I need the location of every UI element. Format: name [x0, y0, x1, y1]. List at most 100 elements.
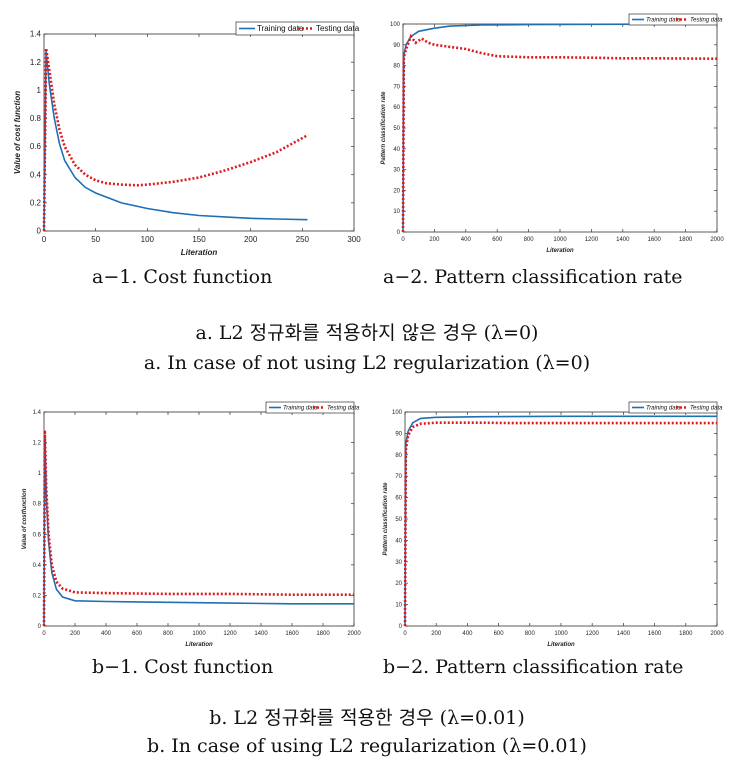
x-tick-label: 200 — [70, 631, 81, 637]
y-tick-label: 1.2 — [30, 58, 42, 67]
x-tick-label: 600 — [494, 631, 505, 637]
x-tick-label: 50 — [91, 235, 100, 244]
x-tick-label: 1400 — [616, 237, 630, 243]
subcaption-b2: b−2. Pattern classification rate — [383, 656, 684, 678]
y-tick-label: 10 — [395, 603, 402, 609]
legend-label-training: Training data — [646, 406, 681, 412]
caption-b-korean: b. L2 정규화를 적용한 경우 (λ=0.01) — [209, 707, 525, 729]
chart-cost-function-a: 0 50 100 150 200 250 300 0 0.2 0.4 0.6 0.8 1 1.2 1.4 Li… — [0, 20, 368, 265]
legend-label-testing: Testing data — [690, 406, 723, 412]
x-tick-label: 200 — [244, 235, 258, 244]
chart-b2-svg: 0 200 400 600 800 1000 1200 1400 1600 1800 2000 0 10… — [383, 401, 724, 648]
x-tick-label: 2000 — [710, 631, 724, 637]
x-axis-label: Literation — [546, 248, 574, 254]
y-tick-label: 100 — [390, 22, 401, 28]
legend-box — [235, 21, 355, 36]
x-tick-label: 300 — [347, 235, 361, 244]
x-tick-label: 1200 — [586, 631, 600, 637]
legend-label-training: Training data — [283, 406, 318, 412]
y-tick-label: 1.2 — [33, 441, 42, 447]
y-tick-label: 40 — [393, 147, 400, 153]
y-tick-label: 20 — [395, 581, 402, 587]
x-tick-label: 1000 — [553, 237, 567, 243]
series-line-testing — [401, 33, 718, 233]
y-tick-label: 70 — [395, 474, 402, 480]
x-tick-label: 400 — [462, 631, 473, 637]
x-tick-label: 0 — [401, 237, 405, 243]
x-tick-label: 1200 — [223, 631, 237, 637]
y-tick-label: 0.8 — [30, 114, 42, 123]
y-axis-label: Value of costfunction — [22, 488, 28, 549]
y-tick-label: 50 — [395, 517, 402, 523]
y-tick-label: 50 — [393, 126, 400, 132]
y-tick-label: 0 — [397, 230, 401, 236]
y-tick-label: 90 — [395, 431, 402, 437]
y-tick-label: 30 — [395, 560, 402, 566]
y-tick-label: 1 — [37, 86, 42, 95]
y-tick-label: 100 — [392, 410, 403, 416]
legend-label-testing: Testing data — [327, 406, 360, 412]
legend-box — [628, 13, 718, 26]
y-tick-label: 0 — [399, 624, 403, 630]
x-tick-label: 150 — [192, 235, 206, 244]
x-tick-label: 1600 — [285, 631, 299, 637]
legend-label-training: Training data — [646, 18, 681, 24]
x-tick-label: 1600 — [648, 631, 662, 637]
caption-a-english: a. In case of not using L2 regularizatio… — [143, 352, 591, 374]
y-tick-label: 1.4 — [33, 410, 42, 416]
y-tick-label: 0.4 — [33, 563, 42, 569]
x-tick-label: 0 — [42, 631, 46, 637]
plot-area — [404, 411, 718, 627]
y-tick-label: 90 — [393, 43, 400, 49]
y-tick-label: 0.2 — [33, 593, 42, 599]
x-tick-label: 200 — [431, 631, 442, 637]
x-tick-label: 1200 — [585, 237, 599, 243]
legend-label-testing: Testing data — [690, 18, 723, 24]
x-tick-label: 100 — [141, 235, 155, 244]
x-tick-label: 1800 — [679, 237, 693, 243]
plot-area — [43, 411, 355, 627]
y-axis-label: Value of cost function — [13, 91, 22, 174]
x-axis-label: Literation — [547, 642, 575, 648]
chart-a1-svg: 0 50 100 150 200 250 300 0 0.2 0.4 0.6 0.8 1 1.2 1.4 Li… — [13, 21, 361, 257]
x-tick-label: 250 — [296, 235, 310, 244]
series-line-testing — [403, 421, 717, 627]
series-line-training — [43, 50, 308, 232]
y-tick-label: 60 — [393, 105, 400, 111]
x-axis-label: Literation — [185, 642, 213, 648]
chart-classification-rate-b: 0 200 400 600 800 1000 1200 1400 1600 1800 2000 0 10… — [372, 400, 734, 650]
series-line-testing — [42, 430, 354, 627]
y-tick-label: 0.8 — [33, 502, 42, 508]
y-axis-label: Pattern classification rate — [381, 91, 387, 165]
chart-a2-svg: 0 200 400 600 800 1000 1200 1400 1600 1800 2000 0 10… — [381, 13, 724, 254]
x-tick-label: 1800 — [316, 631, 330, 637]
plot-area — [402, 23, 718, 233]
x-tick-label: 200 — [429, 237, 440, 243]
x-tick-label: 0 — [42, 235, 47, 244]
x-axis-label: Literation — [181, 248, 218, 257]
x-tick-label: 2000 — [347, 631, 361, 637]
y-tick-label: 1 — [38, 471, 42, 477]
x-tick-label: 600 — [492, 237, 503, 243]
chart-classification-rate-a: 0 200 400 600 800 1000 1200 1400 1600 1800 2000 0 10… — [372, 10, 734, 265]
y-tick-label: 0.2 — [30, 199, 42, 208]
chart-cost-function-b: 0 200 400 600 800 1000 1200 1400 1600 1800 2000 0 0.… — [0, 400, 368, 650]
y-tick-label: 0.6 — [33, 532, 42, 538]
legend-box — [265, 401, 355, 414]
y-tick-label: 0.6 — [30, 142, 42, 151]
series-line-testing — [42, 47, 309, 232]
y-tick-label: 40 — [395, 538, 402, 544]
y-axis-label: Pattern classification rate — [383, 482, 389, 556]
x-tick-label: 1400 — [254, 631, 268, 637]
x-tick-label: 800 — [163, 631, 174, 637]
y-tick-label: 30 — [393, 168, 400, 174]
x-tick-label: 800 — [525, 631, 536, 637]
x-tick-label: 1800 — [679, 631, 693, 637]
y-tick-label: 0.4 — [30, 170, 42, 179]
x-tick-label: 1400 — [617, 631, 631, 637]
y-tick-label: 0 — [38, 624, 42, 630]
caption-b-english: b. In case of using L2 regularization (λ… — [147, 735, 587, 757]
y-tick-label: 1.4 — [30, 30, 42, 39]
y-tick-label: 80 — [395, 453, 402, 459]
y-tick-label: 70 — [393, 84, 400, 90]
